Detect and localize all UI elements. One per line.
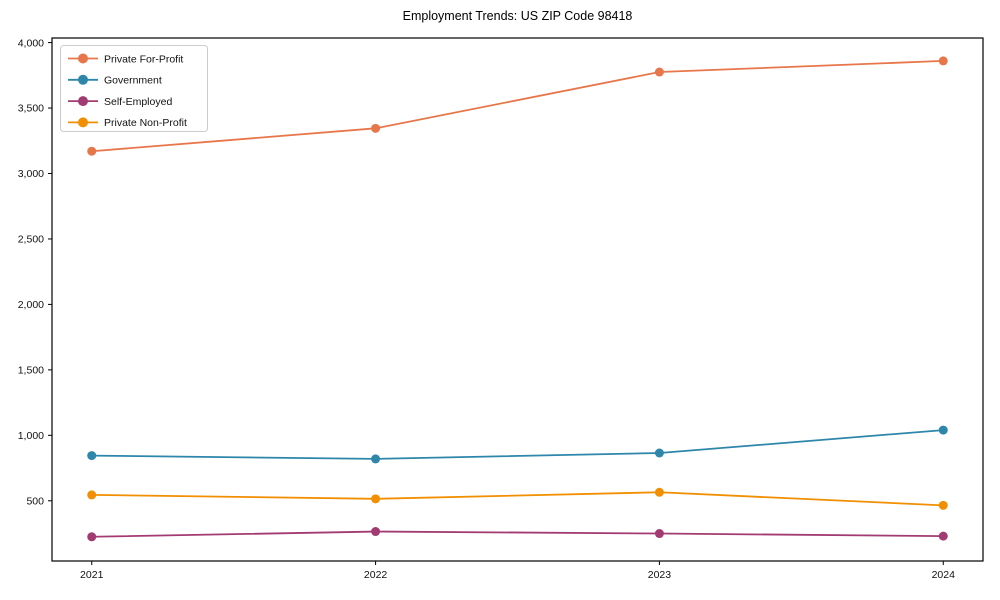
- legend-marker-icon: [78, 96, 88, 107]
- legend-marker-icon: [78, 117, 88, 128]
- y-axis-tick-label: 1,500: [18, 365, 44, 377]
- x-axis-tick-label: 2021: [80, 569, 104, 581]
- data-point-marker: [654, 529, 664, 539]
- y-axis-tick-label: 500: [26, 495, 44, 507]
- series-line: [91, 530, 944, 538]
- data-point-marker: [87, 451, 97, 461]
- data-point-marker: [371, 123, 381, 133]
- data-point-marker: [654, 67, 664, 77]
- data-point-marker: [938, 56, 948, 66]
- data-point-marker: [371, 454, 381, 464]
- legend-marker-icon: [78, 74, 88, 85]
- data-point-marker: [371, 494, 381, 504]
- series-line: [91, 491, 944, 507]
- chart-title: Employment Trends: US ZIP Code 98418: [402, 9, 633, 23]
- y-axis-tick-label: 4,000: [18, 37, 44, 49]
- y-axis-tick-label: 2,500: [18, 234, 44, 246]
- data-point-marker: [938, 531, 948, 541]
- legend-item-label: Government: [104, 75, 162, 87]
- data-point-marker: [87, 532, 97, 542]
- data-point-marker: [87, 490, 97, 500]
- series-line: [91, 60, 944, 153]
- data-point-marker: [654, 487, 664, 497]
- y-axis-tick-label: 3,000: [18, 168, 44, 180]
- data-point-marker: [654, 448, 664, 458]
- plot-border: [51, 37, 984, 562]
- data-point-marker: [87, 146, 97, 156]
- legend-box: [60, 45, 208, 132]
- x-axis-tick-label: 2023: [648, 569, 672, 581]
- legend-marker-icon: [78, 53, 88, 64]
- data-point-marker: [371, 527, 381, 537]
- x-axis-tick-label: 2024: [932, 569, 956, 581]
- legend-item-label: Private For-Profit: [104, 53, 183, 65]
- series-line: [91, 429, 944, 460]
- x-axis-tick-label: 2022: [364, 569, 388, 581]
- legend-item-label: Self-Employed: [104, 96, 172, 108]
- y-axis-tick-label: 1,000: [18, 430, 44, 442]
- data-point-marker: [938, 500, 948, 510]
- y-axis-tick-label: 2,000: [18, 299, 44, 311]
- data-point-marker: [938, 425, 948, 435]
- y-axis-tick-label: 3,500: [18, 103, 44, 115]
- legend-item-label: Private Non-Profit: [104, 117, 187, 129]
